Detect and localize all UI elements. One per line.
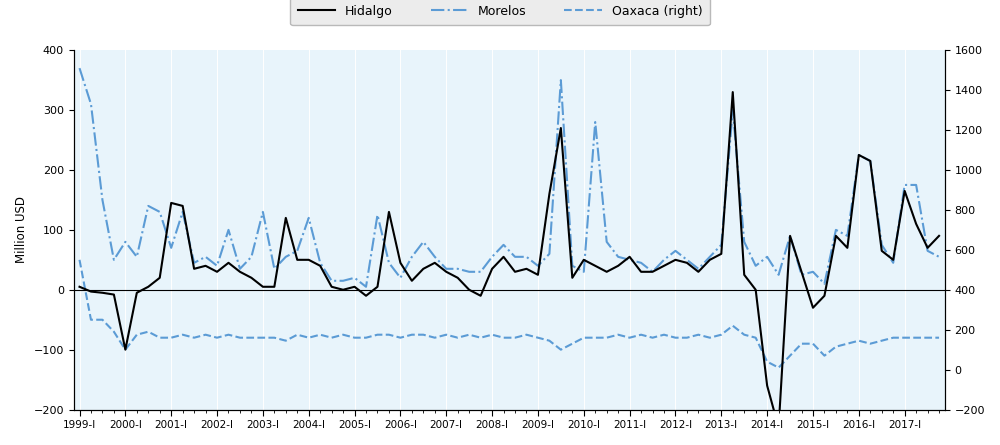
Oaxaca (right): [933, 335, 945, 340]
Hidalgo: [727, 89, 739, 95]
Morelos: [658, 257, 670, 263]
Oaxaca (right): [773, 365, 785, 370]
Morelos: [532, 263, 544, 268]
Line: Oaxaca (right): Oaxaca (right): [80, 260, 939, 368]
Morelos: [154, 209, 166, 214]
Oaxaca (right): [154, 335, 166, 340]
Oaxaca (right): [371, 332, 383, 337]
Oaxaca (right): [624, 335, 636, 340]
Morelos: [74, 65, 86, 71]
Hidalgo: [624, 254, 636, 259]
Hidalgo: [647, 269, 659, 275]
Morelos: [933, 254, 945, 259]
Hidalgo: [933, 233, 945, 239]
Y-axis label: Million USD: Million USD: [15, 196, 28, 263]
Oaxaca (right): [647, 335, 659, 340]
Hidalgo: [154, 275, 166, 280]
Hidalgo: [520, 266, 532, 271]
Oaxaca (right): [74, 257, 86, 263]
Hidalgo: [74, 284, 86, 289]
Legend: Hidalgo, Morelos, Oaxaca (right): Hidalgo, Morelos, Oaxaca (right): [290, 0, 710, 25]
Hidalgo: [371, 284, 383, 289]
Hidalgo: [773, 425, 785, 430]
Line: Hidalgo: Hidalgo: [80, 92, 939, 428]
Morelos: [635, 260, 647, 266]
Oaxaca (right): [520, 332, 532, 337]
Morelos: [360, 284, 372, 289]
Line: Morelos: Morelos: [80, 68, 939, 287]
Oaxaca (right): [761, 359, 773, 364]
Hidalgo: [784, 233, 796, 239]
Morelos: [383, 260, 395, 266]
Morelos: [773, 272, 785, 278]
